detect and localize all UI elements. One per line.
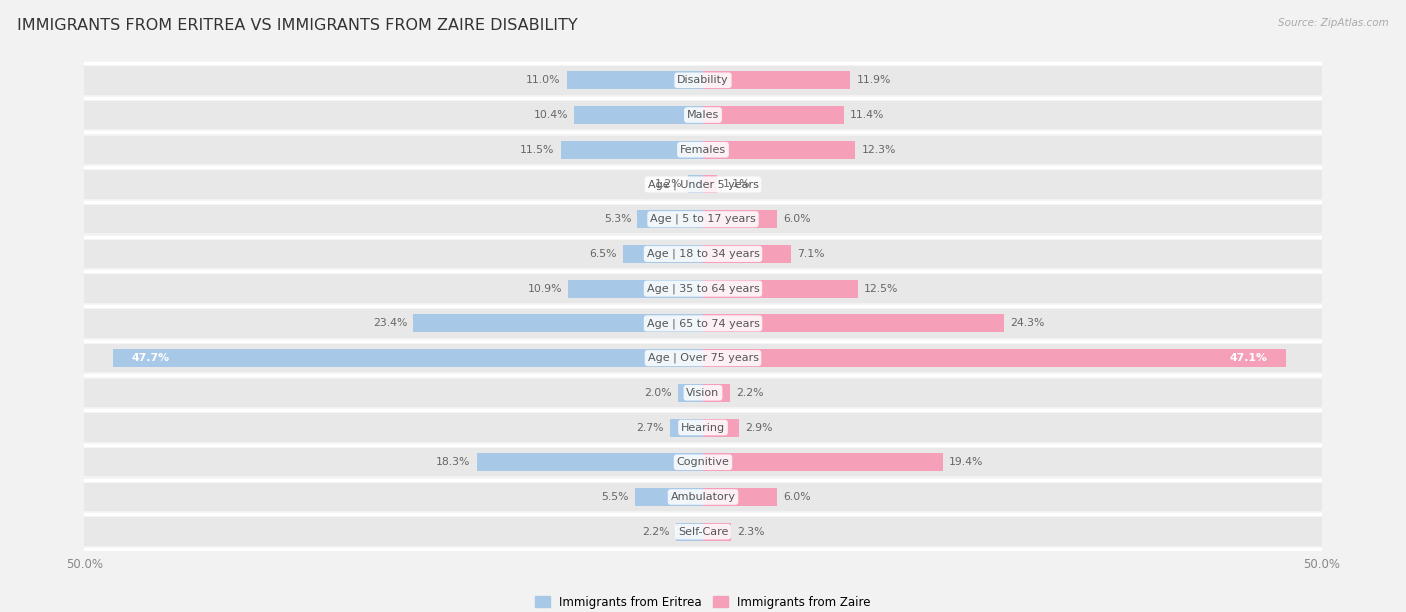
Text: IMMIGRANTS FROM ERITREA VS IMMIGRANTS FROM ZAIRE DISABILITY: IMMIGRANTS FROM ERITREA VS IMMIGRANTS FR…	[17, 18, 578, 34]
Bar	[567, 71, 703, 89]
Text: 7.1%: 7.1%	[797, 249, 824, 259]
Text: Source: ZipAtlas.com: Source: ZipAtlas.com	[1278, 18, 1389, 28]
Bar	[84, 344, 1322, 372]
Bar	[676, 523, 703, 541]
Text: 11.4%: 11.4%	[851, 110, 884, 120]
Text: 5.3%: 5.3%	[603, 214, 631, 224]
Bar	[84, 205, 1322, 233]
Text: 18.3%: 18.3%	[436, 457, 471, 467]
Bar	[703, 315, 1004, 332]
Text: 11.0%: 11.0%	[526, 75, 561, 85]
Bar	[477, 453, 703, 471]
Bar	[636, 488, 703, 506]
Text: Vision: Vision	[686, 388, 720, 398]
Text: 6.0%: 6.0%	[783, 214, 811, 224]
Text: 11.9%: 11.9%	[856, 75, 891, 85]
Bar	[84, 448, 1322, 477]
Text: 23.4%: 23.4%	[373, 318, 408, 329]
Text: 6.5%: 6.5%	[589, 249, 616, 259]
Bar	[84, 240, 1322, 268]
Bar	[84, 135, 1322, 164]
Bar	[703, 106, 844, 124]
Bar	[84, 483, 1322, 511]
Bar	[703, 419, 740, 436]
Text: Disability: Disability	[678, 75, 728, 85]
Bar	[84, 309, 1322, 338]
Bar	[678, 384, 703, 402]
Text: 47.7%: 47.7%	[131, 353, 170, 363]
Text: 1.2%: 1.2%	[654, 179, 682, 190]
Text: 10.4%: 10.4%	[534, 110, 568, 120]
Bar	[637, 210, 703, 228]
Bar	[703, 210, 778, 228]
Text: Cognitive: Cognitive	[676, 457, 730, 467]
Text: Ambulatory: Ambulatory	[671, 492, 735, 502]
Bar	[703, 453, 943, 471]
Text: 12.3%: 12.3%	[862, 145, 896, 155]
Text: Age | 65 to 74 years: Age | 65 to 74 years	[647, 318, 759, 329]
Text: 2.2%: 2.2%	[643, 527, 669, 537]
Bar	[703, 141, 855, 159]
Text: 2.2%: 2.2%	[737, 388, 763, 398]
Bar	[703, 349, 1285, 367]
Bar	[669, 419, 703, 436]
Text: 5.5%: 5.5%	[602, 492, 628, 502]
Text: Age | 5 to 17 years: Age | 5 to 17 years	[650, 214, 756, 225]
Text: Age | Under 5 years: Age | Under 5 years	[648, 179, 758, 190]
Bar	[703, 280, 858, 297]
Text: 2.0%: 2.0%	[644, 388, 672, 398]
Text: Hearing: Hearing	[681, 422, 725, 433]
Text: 2.3%: 2.3%	[738, 527, 765, 537]
Text: 2.9%: 2.9%	[745, 422, 772, 433]
Bar	[703, 245, 790, 263]
Text: 11.5%: 11.5%	[520, 145, 554, 155]
Text: Self-Care: Self-Care	[678, 527, 728, 537]
Bar	[568, 280, 703, 297]
Bar	[703, 384, 730, 402]
Text: Age | Over 75 years: Age | Over 75 years	[648, 353, 758, 364]
Legend: Immigrants from Eritrea, Immigrants from Zaire: Immigrants from Eritrea, Immigrants from…	[536, 595, 870, 608]
Bar	[84, 413, 1322, 442]
Bar	[561, 141, 703, 159]
Text: Age | 18 to 34 years: Age | 18 to 34 years	[647, 248, 759, 259]
Bar	[574, 106, 703, 124]
Bar	[84, 379, 1322, 407]
Bar	[688, 176, 703, 193]
Bar	[413, 315, 703, 332]
Bar	[84, 101, 1322, 129]
Bar	[703, 488, 778, 506]
Text: 6.0%: 6.0%	[783, 492, 811, 502]
Bar	[703, 523, 731, 541]
Text: Age | 35 to 64 years: Age | 35 to 64 years	[647, 283, 759, 294]
Text: Males: Males	[688, 110, 718, 120]
Text: 19.4%: 19.4%	[949, 457, 984, 467]
Text: 10.9%: 10.9%	[527, 283, 562, 294]
Text: Females: Females	[681, 145, 725, 155]
Bar	[84, 274, 1322, 303]
Text: 24.3%: 24.3%	[1010, 318, 1045, 329]
Bar	[623, 245, 703, 263]
Bar	[703, 176, 717, 193]
Text: 47.1%: 47.1%	[1229, 353, 1267, 363]
Text: 12.5%: 12.5%	[863, 283, 898, 294]
Text: 2.7%: 2.7%	[636, 422, 664, 433]
Text: 1.1%: 1.1%	[723, 179, 751, 190]
Bar	[84, 66, 1322, 94]
Bar	[84, 518, 1322, 546]
Bar	[112, 349, 703, 367]
Bar	[703, 71, 851, 89]
Bar	[84, 170, 1322, 199]
